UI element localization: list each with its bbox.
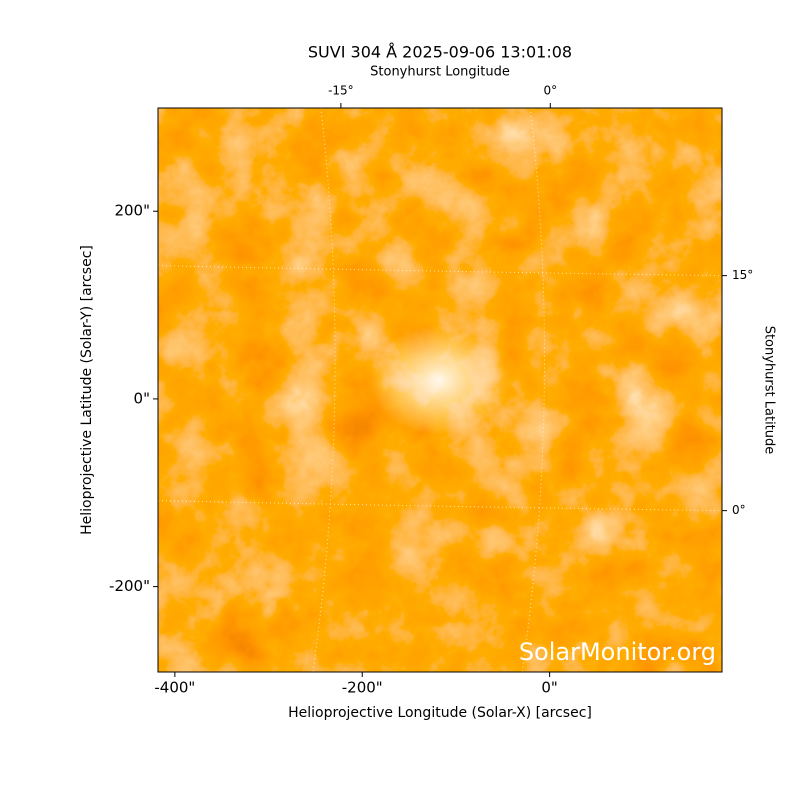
x2-axis-label: Stonyhurst Longitude	[370, 65, 510, 80]
x2-tick-label: -15°	[328, 84, 354, 98]
plot-frame	[157, 107, 723, 673]
y-tick-label: 200"	[114, 202, 150, 220]
y2-tick-label: 0°	[732, 503, 746, 517]
solar-image	[158, 108, 722, 672]
x-tick-label: -400"	[154, 679, 195, 697]
y2-axis-label: Stonyhurst Latitude	[762, 326, 777, 455]
x-tick-label: 0"	[541, 679, 557, 697]
y-tick-label: -200"	[109, 577, 150, 595]
x-tick-label: -200"	[342, 679, 383, 697]
y-axis-label: Helioprojective Latitude (Solar-Y) [arcs…	[79, 245, 95, 535]
y-tick-label: 0"	[134, 389, 150, 407]
bright-region	[370, 325, 510, 435]
watermark: SolarMonitor.org	[519, 638, 716, 666]
x2-tick-label: 0°	[543, 84, 557, 98]
x-axis-label: Helioprojective Longitude (Solar-X) [arc…	[288, 705, 592, 721]
y2-tick-label: 15°	[732, 268, 753, 282]
chart-title: SUVI 304 Å 2025-09-06 13:01:08	[308, 43, 572, 62]
